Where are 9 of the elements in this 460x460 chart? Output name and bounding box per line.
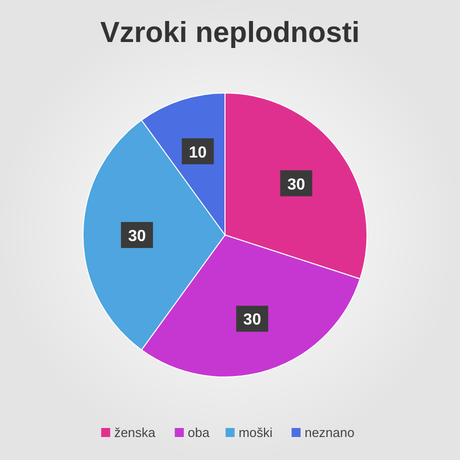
data-label: 30 (128, 228, 146, 245)
legend-label: neznano (304, 425, 354, 440)
legend-label: oba (188, 425, 210, 440)
data-label: 30 (287, 176, 306, 194)
legend-label: ženska (114, 425, 156, 440)
data-label: 10 (188, 144, 207, 162)
data-label: 30 (243, 312, 262, 329)
legend-label: moški (238, 425, 273, 440)
chart-title: Vzroki neplodnosti (100, 17, 360, 49)
